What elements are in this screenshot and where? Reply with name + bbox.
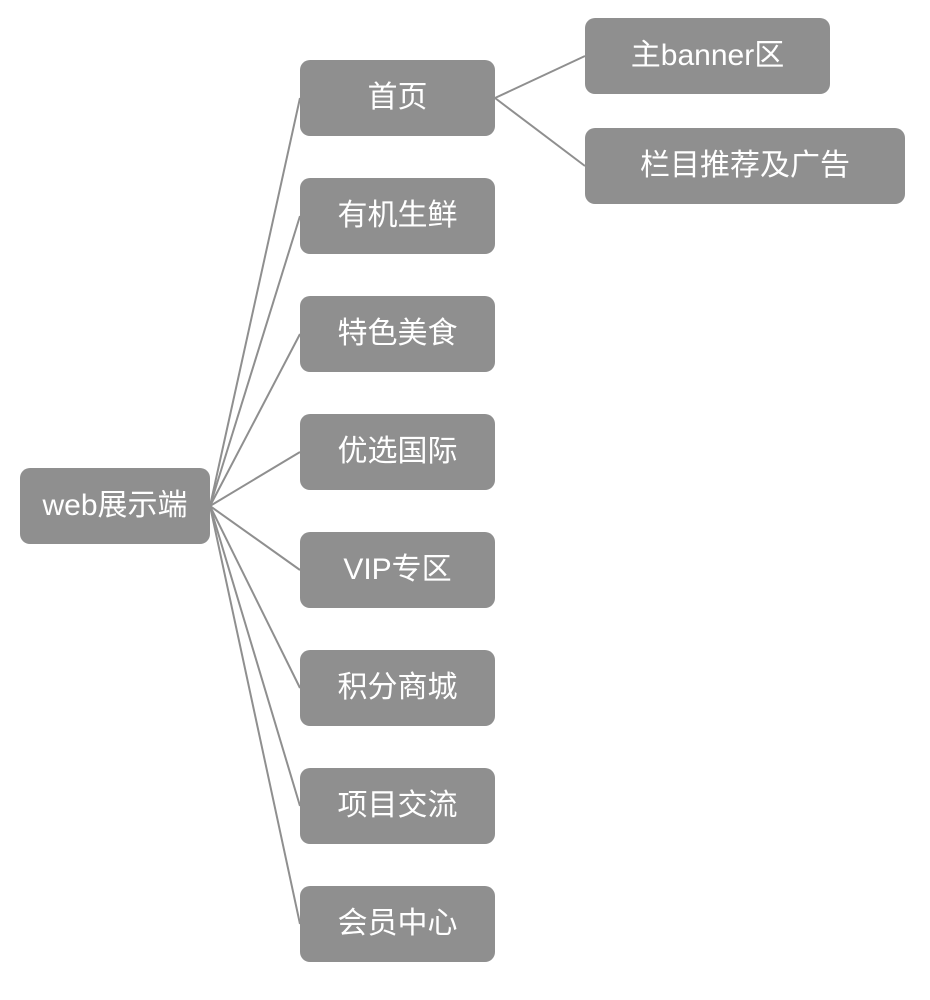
node-member: 会员中心 — [300, 886, 495, 962]
node-vip: VIP专区 — [300, 532, 495, 608]
node-points: 积分商城 — [300, 650, 495, 726]
node-label: 主banner区 — [631, 38, 784, 74]
edge-home-banner — [495, 56, 585, 98]
node-label: 首页 — [368, 80, 428, 116]
edge-root-proj — [210, 506, 300, 806]
node-recom: 栏目推荐及广告 — [585, 128, 905, 204]
edge-root-food — [210, 334, 300, 506]
node-label: web展示端 — [42, 488, 187, 524]
node-fresh: 有机生鲜 — [300, 178, 495, 254]
node-intl: 优选国际 — [300, 414, 495, 490]
node-label: 栏目推荐及广告 — [640, 148, 850, 184]
node-label: 会员中心 — [338, 906, 458, 942]
diagram-canvas: web展示端 首页有机生鲜特色美食优选国际 VIP专区积分商城项目交流会员中心 主ba… — [0, 0, 930, 1000]
node-banner: 主banner区 — [585, 18, 830, 94]
node-home: 首页 — [300, 60, 495, 136]
node-label: 项目交流 — [338, 788, 458, 824]
edge-root-vip — [210, 506, 300, 570]
edge-home-recom — [495, 98, 585, 166]
edge-root-intl — [210, 452, 300, 506]
edge-root-home — [210, 98, 300, 506]
node-food: 特色美食 — [300, 296, 495, 372]
node-label: VIP专区 — [343, 552, 451, 588]
edge-root-member — [210, 506, 300, 924]
node-label: 积分商城 — [338, 670, 458, 706]
node-label: 有机生鲜 — [338, 198, 458, 234]
node-proj: 项目交流 — [300, 768, 495, 844]
node-label: 特色美食 — [338, 316, 458, 352]
node-root: web展示端 — [20, 468, 210, 544]
node-label: 优选国际 — [338, 434, 458, 470]
edge-root-points — [210, 506, 300, 688]
edge-root-fresh — [210, 216, 300, 506]
